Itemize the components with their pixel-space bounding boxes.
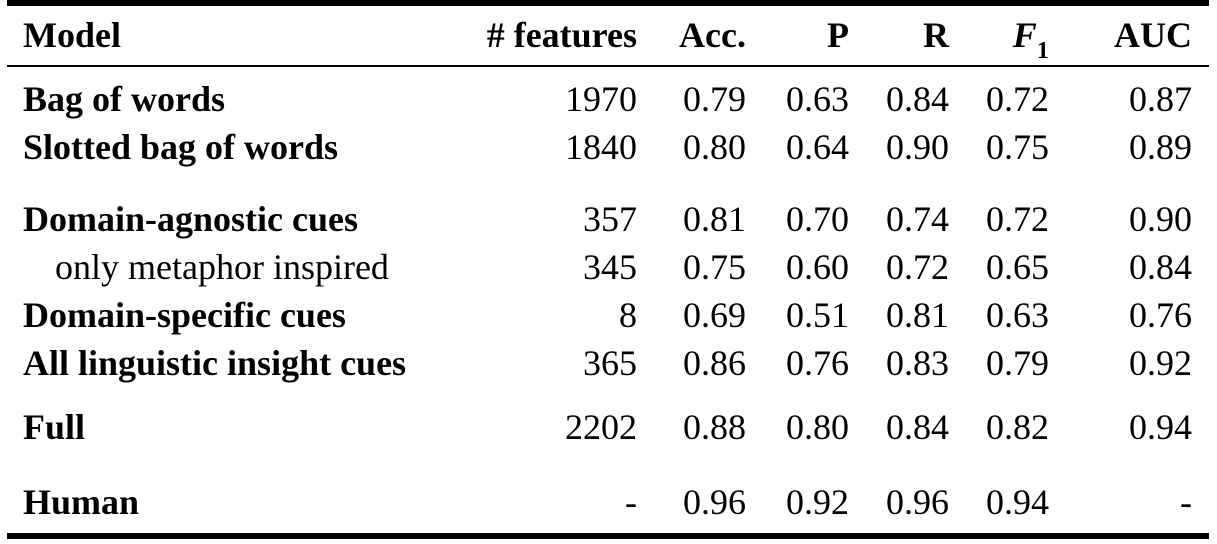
cell-features: 1970 [565, 79, 637, 120]
cell-r: 0.83 [886, 343, 949, 384]
column-header-p: P [746, 3, 849, 67]
cell-acc: 0.96 [683, 482, 746, 523]
cell-acc: 0.81 [683, 199, 746, 240]
cell-p: 0.92 [786, 482, 849, 523]
cell-auc: 0.84 [1129, 247, 1192, 288]
cell-acc: 0.86 [683, 343, 746, 384]
cell-f1: 0.75 [986, 127, 1049, 168]
cell-model: All linguistic insight cues [23, 343, 407, 384]
cell-f1: 0.79 [986, 343, 1049, 384]
table-header: Model # features Acc. P R F1 AUC [7, 3, 1209, 67]
cell-model: Human [23, 482, 140, 523]
cell-acc: 0.79 [683, 79, 746, 120]
column-header-f-symbol: F [1012, 14, 1037, 55]
column-header-model: Model [7, 3, 452, 67]
cell-f1: 0.65 [986, 247, 1049, 288]
column-header-f1: F1 [949, 3, 1049, 67]
cell-r: 0.84 [886, 79, 949, 120]
cell-features: 2202 [565, 407, 637, 448]
cell-auc: - [1180, 482, 1192, 523]
cell-f1: 0.82 [986, 407, 1049, 448]
cell-r: 0.72 [886, 247, 949, 288]
table-row: All linguistic insight cues 365 0.86 0.76 0.… [7, 340, 1209, 388]
cell-features: 8 [619, 295, 637, 336]
group-spacer [7, 452, 1209, 479]
cell-r: 0.96 [886, 482, 949, 523]
cell-r: 0.90 [886, 127, 949, 168]
cell-auc: 0.94 [1129, 407, 1192, 448]
cell-p: 0.64 [786, 127, 849, 168]
cell-p: 0.80 [786, 407, 849, 448]
table-row: only metaphor inspired 345 0.75 0.60 0.72 0.6… [7, 244, 1209, 292]
cell-model: Bag of words [23, 79, 226, 120]
cell-model: Domain-specific cues [23, 295, 346, 336]
cell-auc: 0.92 [1129, 343, 1192, 384]
table-row: Domain-agnostic cues 357 0.81 0.70 0.74 0.72 0… [7, 196, 1209, 244]
cell-acc: 0.75 [683, 247, 746, 288]
cell-model: Domain-agnostic cues [23, 199, 358, 240]
table-row: Domain-specific cues 8 0.69 0.51 0.81 0.63 0.7… [7, 292, 1209, 340]
table-row: Slotted bag of words 1840 0.80 0.64 0.90 0.75… [7, 124, 1209, 172]
cell-r: 0.74 [886, 199, 949, 240]
table-row: Bag of words 1970 0.79 0.63 0.84 0.72 0.87 [7, 76, 1209, 124]
cell-f1: 0.72 [986, 199, 1049, 240]
column-header-acc: Acc. [637, 3, 746, 67]
cell-f1: 0.94 [986, 482, 1049, 523]
table-row: Human - 0.96 0.92 0.96 0.94 - [7, 479, 1209, 527]
group-spacer [7, 388, 1209, 404]
cell-f1: 0.63 [986, 295, 1049, 336]
cell-model: Full [23, 407, 86, 448]
cell-auc: 0.76 [1129, 295, 1192, 336]
cell-p: 0.51 [786, 295, 849, 336]
cell-auc: 0.87 [1129, 79, 1192, 120]
table-row: Full 2202 0.88 0.80 0.84 0.82 0.94 [7, 404, 1209, 452]
cell-acc: 0.69 [683, 295, 746, 336]
cell-p: 0.76 [786, 343, 849, 384]
cell-features: 1840 [565, 127, 637, 168]
group-spacer [7, 172, 1209, 196]
cell-r: 0.81 [886, 295, 949, 336]
results-table: Model # features Acc. P R F1 AUC Bag of words 1… [7, 0, 1209, 539]
cell-p: 0.70 [786, 199, 849, 240]
cell-auc: 0.90 [1129, 199, 1192, 240]
cell-p: 0.60 [786, 247, 849, 288]
table-body: Bag of words 1970 0.79 0.63 0.84 0.72 0.87 Slot… [7, 66, 1209, 536]
group-spacer [7, 66, 1209, 76]
cell-r: 0.84 [886, 407, 949, 448]
cell-features: 357 [583, 199, 637, 240]
cell-features: 345 [583, 247, 637, 288]
cell-model: only metaphor inspired [55, 247, 389, 288]
header-row: Model # features Acc. P R F1 AUC [7, 3, 1209, 67]
cell-auc: 0.89 [1129, 127, 1192, 168]
cell-acc: 0.88 [683, 407, 746, 448]
cell-p: 0.63 [786, 79, 849, 120]
group-spacer [7, 527, 1209, 536]
column-header-auc: AUC [1049, 3, 1209, 67]
column-header-r: R [849, 3, 949, 67]
cell-f1: 0.72 [986, 79, 1049, 120]
cell-features: 365 [583, 343, 637, 384]
cell-acc: 0.80 [683, 127, 746, 168]
column-header-f-subscript: 1 [1036, 36, 1049, 64]
cell-model: Slotted bag of words [23, 127, 339, 168]
column-header-features: # features [452, 3, 637, 67]
cell-features: - [625, 482, 637, 523]
